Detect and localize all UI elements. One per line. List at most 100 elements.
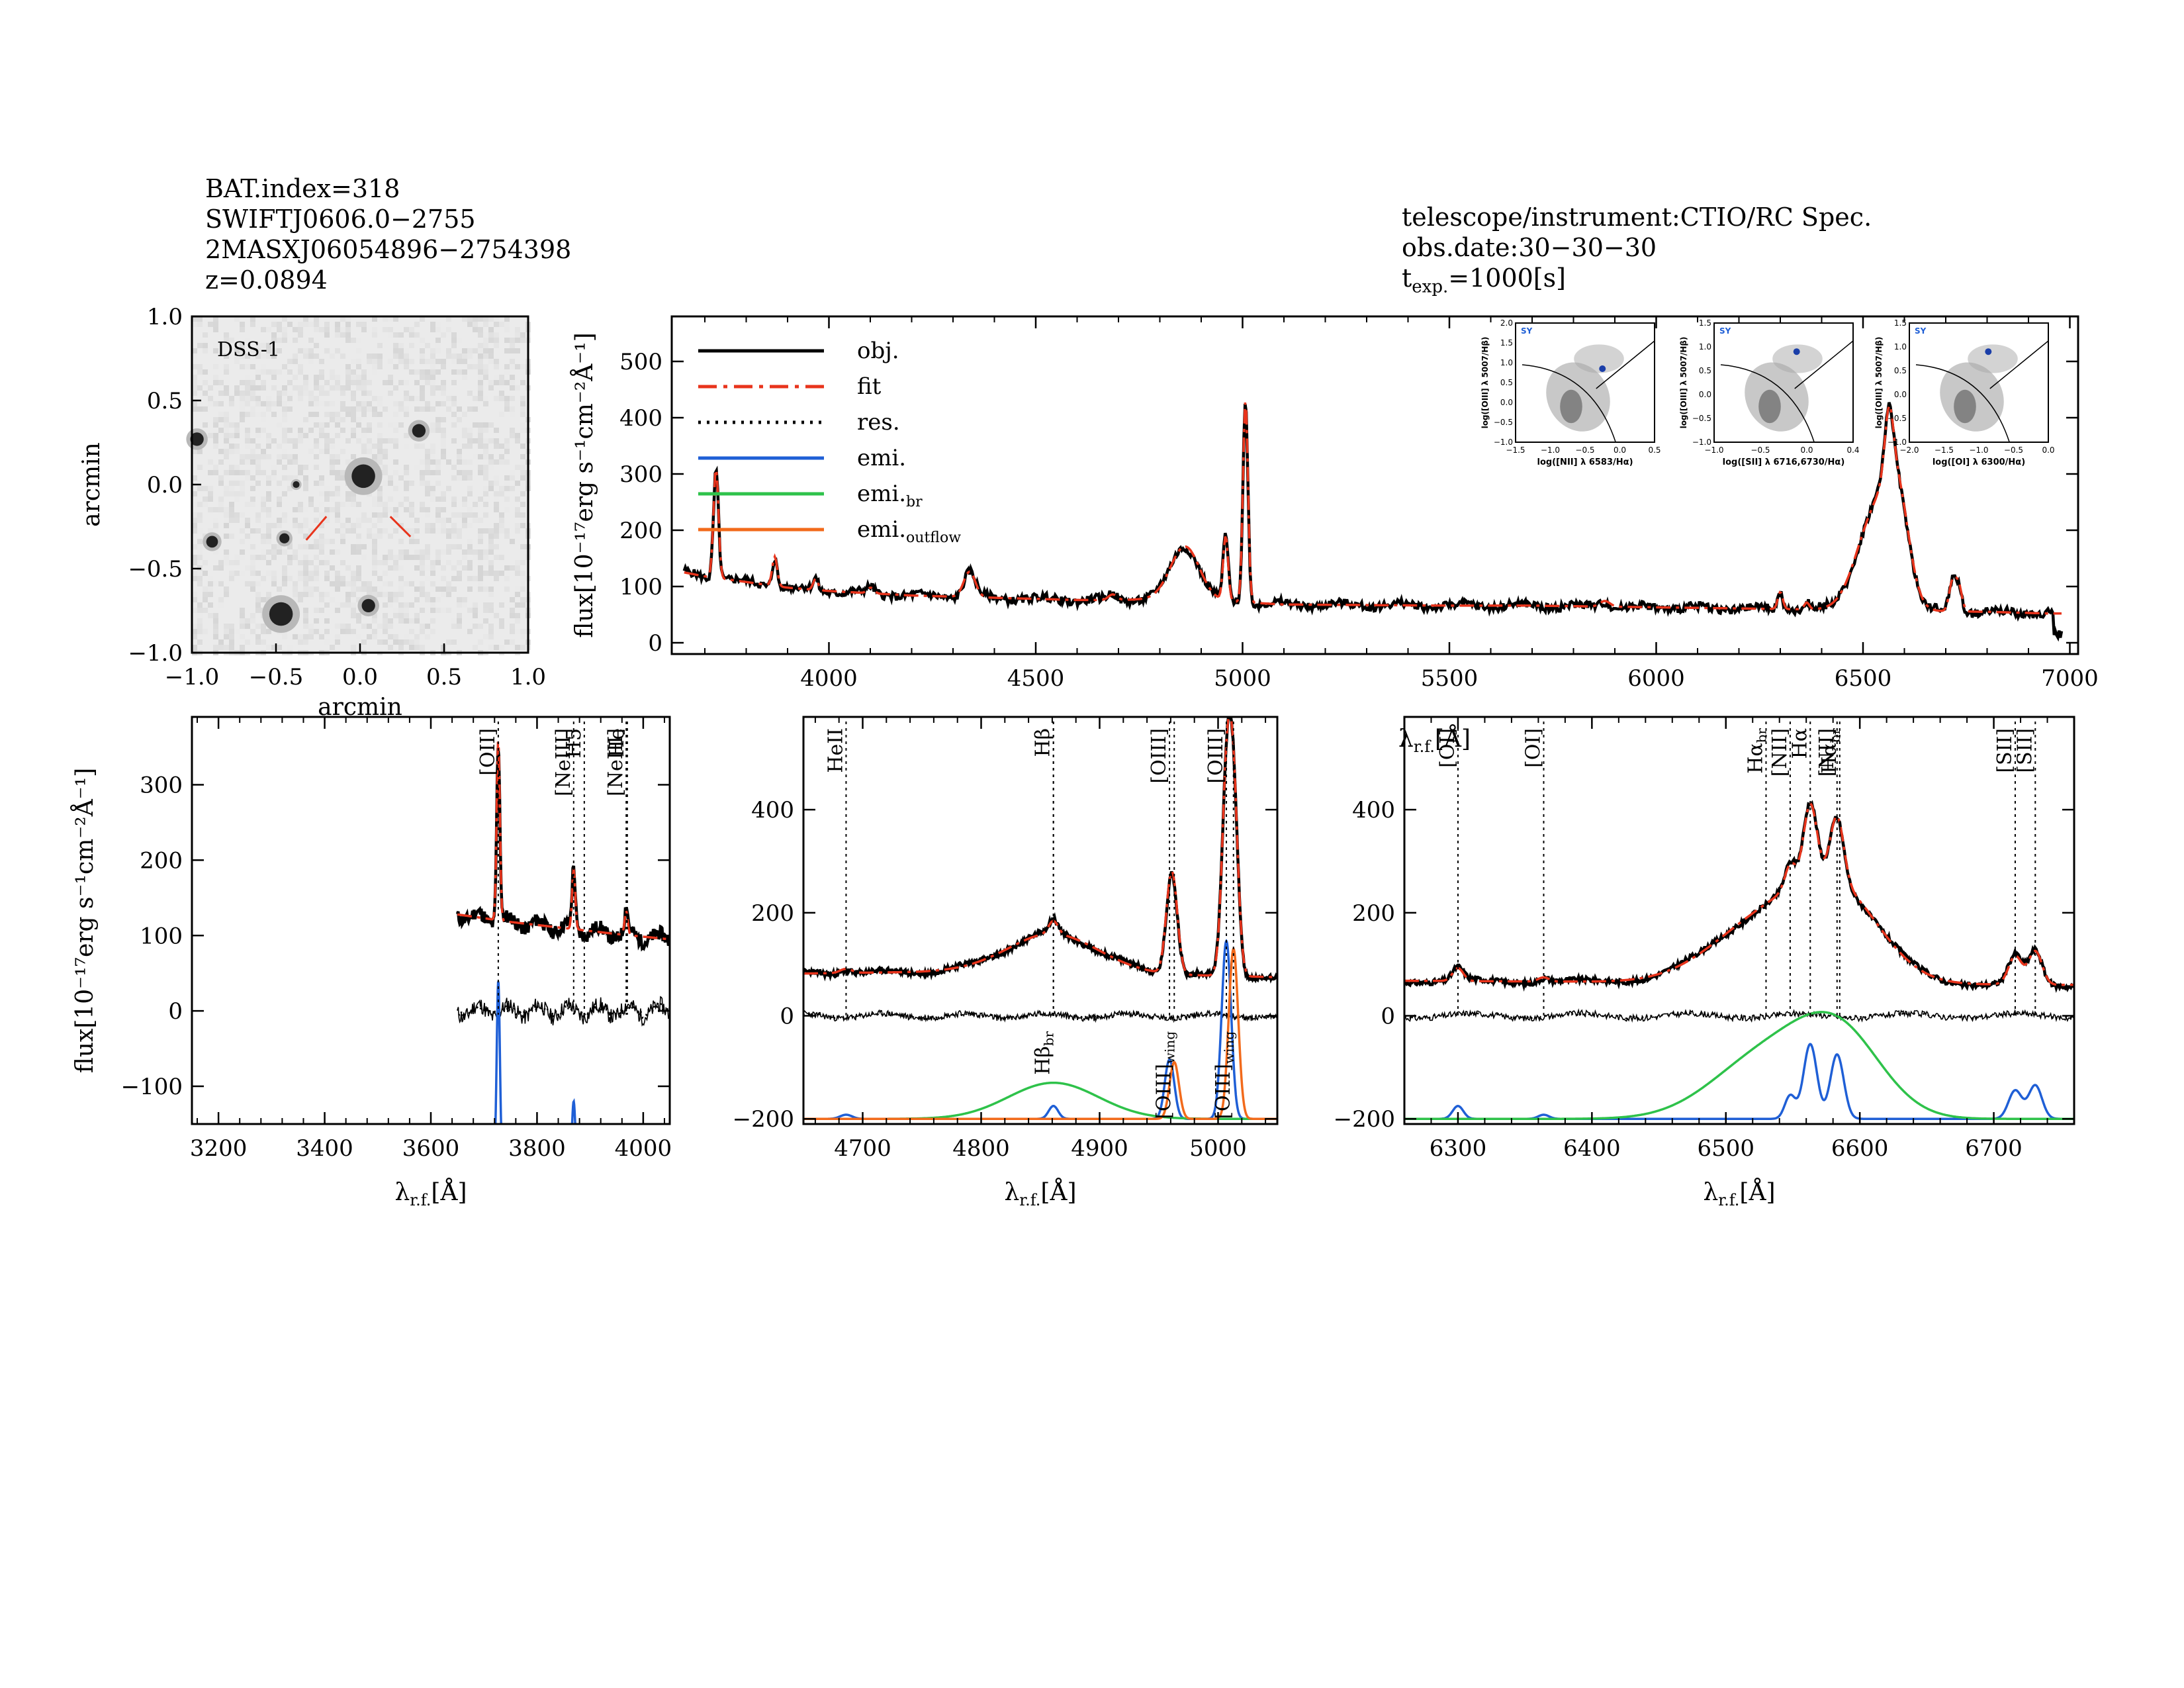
oii-fit-spectrum <box>457 741 670 941</box>
dss-noise-pixel <box>520 581 525 586</box>
dss-noise-pixel <box>367 449 372 454</box>
dss-noise-pixel <box>435 528 441 534</box>
dss-noise-pixel <box>520 364 525 369</box>
dss-noise-pixel <box>192 629 197 634</box>
dss-noise-pixel <box>404 470 409 475</box>
dss-noise-pixel <box>383 470 388 475</box>
dss-noise-pixel <box>234 428 240 433</box>
dss-noise-pixel <box>324 518 330 523</box>
dss-noise-pixel <box>457 454 462 459</box>
dss-noise-pixel <box>240 406 245 412</box>
dss-noise-pixel <box>377 422 383 428</box>
dss-noise-pixel <box>478 534 483 539</box>
dss-noise-pixel <box>250 502 255 507</box>
dss-noise-pixel <box>250 396 255 401</box>
dss-noise-pixel <box>293 549 298 555</box>
dss-noise-pixel <box>213 581 218 586</box>
dss-noise-pixel <box>345 502 351 507</box>
dss-noise-pixel <box>457 576 462 581</box>
dss-noise-pixel <box>409 629 414 634</box>
bpt-ytick-label: −1.0 <box>1888 438 1907 447</box>
dss-noise-pixel <box>499 322 504 327</box>
dss-noise-pixel <box>483 555 488 560</box>
dss-noise-pixel <box>319 634 324 639</box>
dss-noise-pixel <box>218 417 224 422</box>
dss-noise-pixel <box>504 444 510 449</box>
dss-noise-pixel <box>261 401 266 406</box>
dss-noise-pixel <box>308 502 314 507</box>
dss-noise-pixel <box>435 512 441 518</box>
dss-noise-pixel <box>266 348 271 353</box>
dss-noise-pixel <box>488 549 494 555</box>
dss-noise-pixel <box>388 359 393 364</box>
dss-noise-pixel <box>430 380 435 385</box>
dss-noise-pixel <box>335 571 340 576</box>
dss-noise-pixel <box>467 629 473 634</box>
dss-noise-pixel <box>441 444 446 449</box>
dss-noise-pixel <box>520 597 525 602</box>
dss-noise-pixel <box>499 396 504 401</box>
dss-noise-pixel <box>314 438 319 444</box>
dss-noise-pixel <box>356 502 361 507</box>
dss-noise-pixel <box>330 454 335 459</box>
dss-noise-pixel <box>340 385 345 391</box>
dss-noise-pixel <box>293 634 298 639</box>
dss-noise-pixel <box>483 401 488 406</box>
dss-noise-pixel <box>510 375 515 380</box>
dss-noise-pixel <box>298 592 303 597</box>
dss-noise-pixel <box>388 645 393 650</box>
bpt-xtick-label: −1.5 <box>1934 445 1954 455</box>
dss-noise-pixel <box>282 332 287 338</box>
dss-noise-pixel <box>340 470 345 475</box>
dss-noise-pixel <box>324 512 330 518</box>
oii-xlabel: λr.f.[Å] <box>394 1178 467 1209</box>
dss-noise-pixel <box>462 359 467 364</box>
dss-noise-pixel <box>261 380 266 385</box>
dss-noise-pixel <box>293 380 298 385</box>
dss-noise-pixel <box>409 645 414 650</box>
dss-noise-pixel <box>330 491 335 496</box>
dss-noise-pixel <box>351 571 356 576</box>
dss-noise-pixel <box>319 475 324 481</box>
dss-noise-pixel <box>192 375 197 380</box>
dss-noise-pixel <box>478 375 483 380</box>
dss-noise-pixel <box>314 401 319 406</box>
dss-noise-pixel <box>420 316 425 322</box>
dss-noise-pixel <box>192 592 197 597</box>
bpt-xtick-label: 0.0 <box>1614 445 1626 455</box>
dss-noise-pixel <box>229 481 234 486</box>
dss-noise-pixel <box>510 565 515 571</box>
dss-noise-pixel <box>473 613 478 618</box>
obs-date-label: obs.date:30−30−30 <box>1402 233 1657 262</box>
dss-noise-pixel <box>478 444 483 449</box>
dss-noise-pixel <box>510 629 515 634</box>
dss-noise-pixel <box>520 401 525 406</box>
dss-noise-pixel <box>356 565 361 571</box>
dss-noise-pixel <box>345 380 351 385</box>
dss-noise-pixel <box>218 581 224 586</box>
dss-noise-pixel <box>303 380 308 385</box>
dss-noise-pixel <box>478 428 483 433</box>
dss-noise-pixel <box>324 592 330 597</box>
dss-noise-pixel <box>393 444 398 449</box>
bpt-seyfert-liner-line <box>1989 340 2049 389</box>
dss-noise-pixel <box>197 518 203 523</box>
dss-noise-pixel <box>420 571 425 576</box>
dss-noise-pixel <box>494 571 499 576</box>
dss-noise-pixel <box>388 332 393 338</box>
dss-noise-pixel <box>494 396 499 401</box>
dss-noise-pixel <box>451 576 457 581</box>
dss-noise-pixel <box>208 470 213 475</box>
dss-noise-pixel <box>478 348 483 353</box>
dss-noise-pixel <box>393 486 398 491</box>
dss-noise-pixel <box>425 380 430 385</box>
main-ytick-label: 400 <box>619 405 662 432</box>
oii-plot-area <box>455 741 670 1124</box>
dss-noise-pixel <box>324 486 330 491</box>
bpt-xtick-label: 0.0 <box>1800 445 1813 455</box>
dss-noise-pixel <box>308 629 314 634</box>
dss-noise-pixel <box>430 459 435 465</box>
dss-noise-pixel <box>488 438 494 444</box>
dss-noise-pixel <box>393 438 398 444</box>
dss-noise-pixel <box>330 417 335 422</box>
